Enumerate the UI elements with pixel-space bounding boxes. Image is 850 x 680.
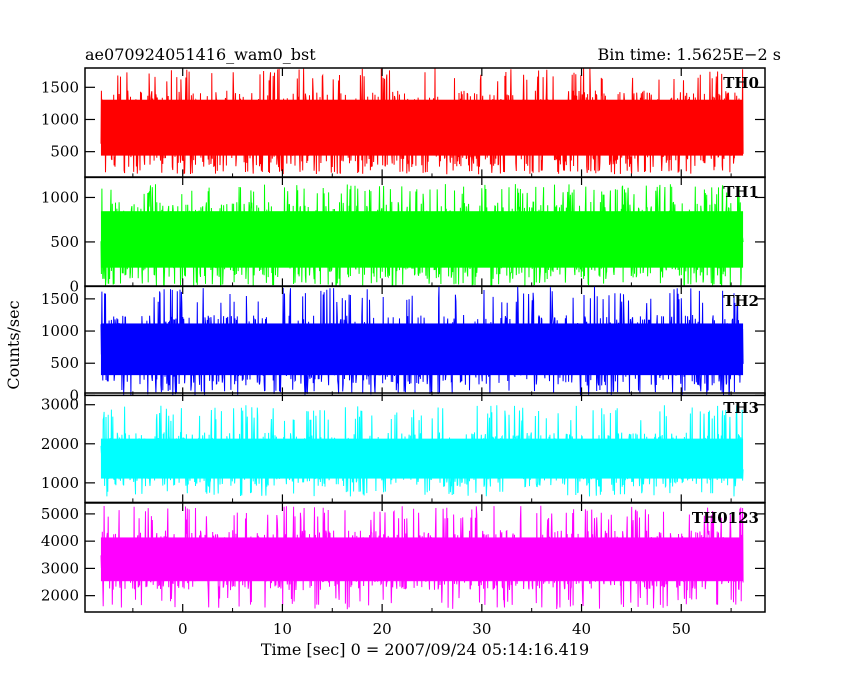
y-tick-label: 4000 <box>41 532 79 550</box>
chart-title: ae070924051416_wam0_bst <box>85 45 316 64</box>
y-tick-label: 2000 <box>41 435 79 453</box>
y-tick-label: 1000 <box>41 322 79 340</box>
panel-label-th1: TH1 <box>723 183 759 201</box>
panel-label-th0: TH0 <box>723 74 759 92</box>
y-tick-label: 500 <box>50 233 79 251</box>
bin-time-label: Bin time: 1.5625E−2 s <box>598 45 781 64</box>
x-tick-label: 0 <box>178 620 188 638</box>
y-tick-label: 2000 <box>41 587 79 605</box>
y-tick-label: 1500 <box>41 78 79 96</box>
y-tick-label: 0 <box>69 277 79 295</box>
panel-label-th2: TH2 <box>723 292 759 310</box>
y-tick-label: 500 <box>50 354 79 372</box>
x-tick-label: 30 <box>472 620 491 638</box>
panel-frame-th0123 <box>84 502 766 613</box>
series-core-th3 <box>100 438 744 479</box>
x-axis-label: Time [sec] 0 = 2007/09/24 05:14:16.419 <box>261 640 589 659</box>
panel-label-th0123: TH0123 <box>692 509 759 527</box>
panel-frame-th2 <box>84 285 766 397</box>
y-tick-label: 1500 <box>41 290 79 308</box>
y-tick-label: 1000 <box>41 188 79 206</box>
series-core-th0 <box>100 99 744 156</box>
x-tick-label: 10 <box>273 620 292 638</box>
y-tick-label: 500 <box>50 143 79 161</box>
x-tick-label: 50 <box>672 620 691 638</box>
y-tick-label: 3000 <box>41 396 79 414</box>
series-core-th2 <box>100 323 744 376</box>
series-core-th1 <box>100 211 744 268</box>
panel-label-th3: TH3 <box>723 399 759 417</box>
x-tick-label: 20 <box>373 620 392 638</box>
series-core-th0123 <box>100 537 744 582</box>
y-tick-label: 3000 <box>41 559 79 577</box>
y-axis-label: Counts/sec <box>4 300 23 389</box>
y-tick-label: 1000 <box>41 474 79 492</box>
x-tick-label: 40 <box>572 620 591 638</box>
y-tick-label: 1000 <box>41 110 79 128</box>
y-tick-label: 5000 <box>41 505 79 523</box>
y-tick-label: 0 <box>69 386 79 404</box>
